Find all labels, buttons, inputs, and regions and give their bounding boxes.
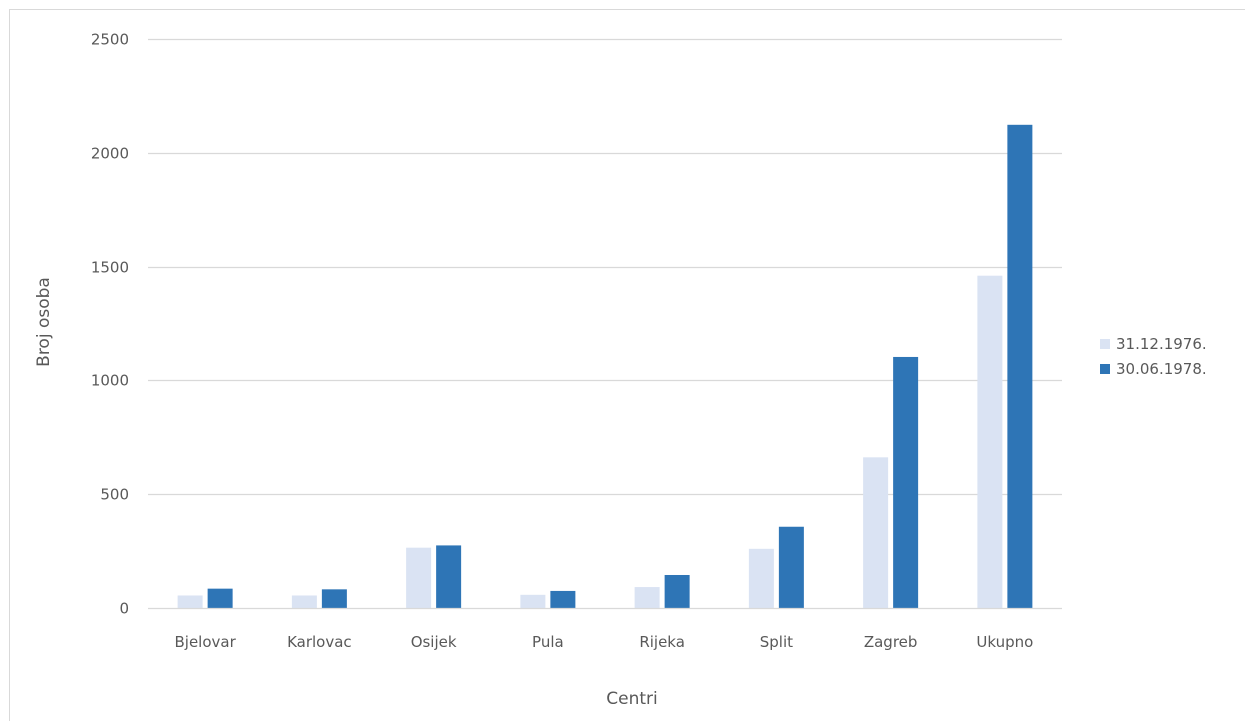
y-tick-label: 1000 [91,372,129,390]
y-tick-label: 2500 [91,31,129,49]
chart-frame [9,9,1245,721]
bar [778,526,804,608]
x-axis-title: Centri [606,689,657,709]
bar [863,457,889,608]
y-tick-label: 1500 [91,259,129,277]
x-tick-label: Ukupno [976,633,1033,651]
x-tick-label: Karlovac [287,633,352,651]
x-tick-label: Bjelovar [174,633,236,651]
bar [634,587,660,608]
y-tick-label: 2000 [91,145,129,163]
bar [321,589,347,608]
legend-label: 31.12.1976. [1116,335,1207,353]
legend: 31.12.1976. 30.06.1978. [1100,335,1207,378]
x-tick-label: Osijek [411,633,457,651]
y-tick-label: 0 [119,600,129,618]
y-axis-ticks: 0 500 1000 1500 2000 2500 [91,31,129,618]
bar [893,356,919,608]
gridlines [148,38,1062,496]
bar [177,595,203,608]
legend-swatch [1100,339,1110,349]
x-axis-ticks: Bjelovar Karlovac Osijek Pula Rijeka Split Zag… [174,633,1033,651]
bar [520,594,546,608]
bar [436,545,462,608]
bar [664,574,690,608]
bar [207,588,233,608]
y-axis-title: Broj osoba [34,277,54,367]
x-tick-label: Split [760,633,793,651]
x-tick-label: Zagreb [864,633,918,651]
x-tick-label: Rijeka [639,633,685,651]
x-tick-label: Pula [532,633,564,651]
bar [1007,124,1033,608]
legend-swatch [1100,364,1110,374]
bar [977,275,1003,608]
y-tick-label: 500 [100,486,129,504]
legend-label: 30.06.1978. [1116,360,1207,378]
bar [748,548,774,608]
bar [406,547,432,608]
bars [177,124,1033,608]
bar [550,590,576,608]
bar [291,595,317,608]
